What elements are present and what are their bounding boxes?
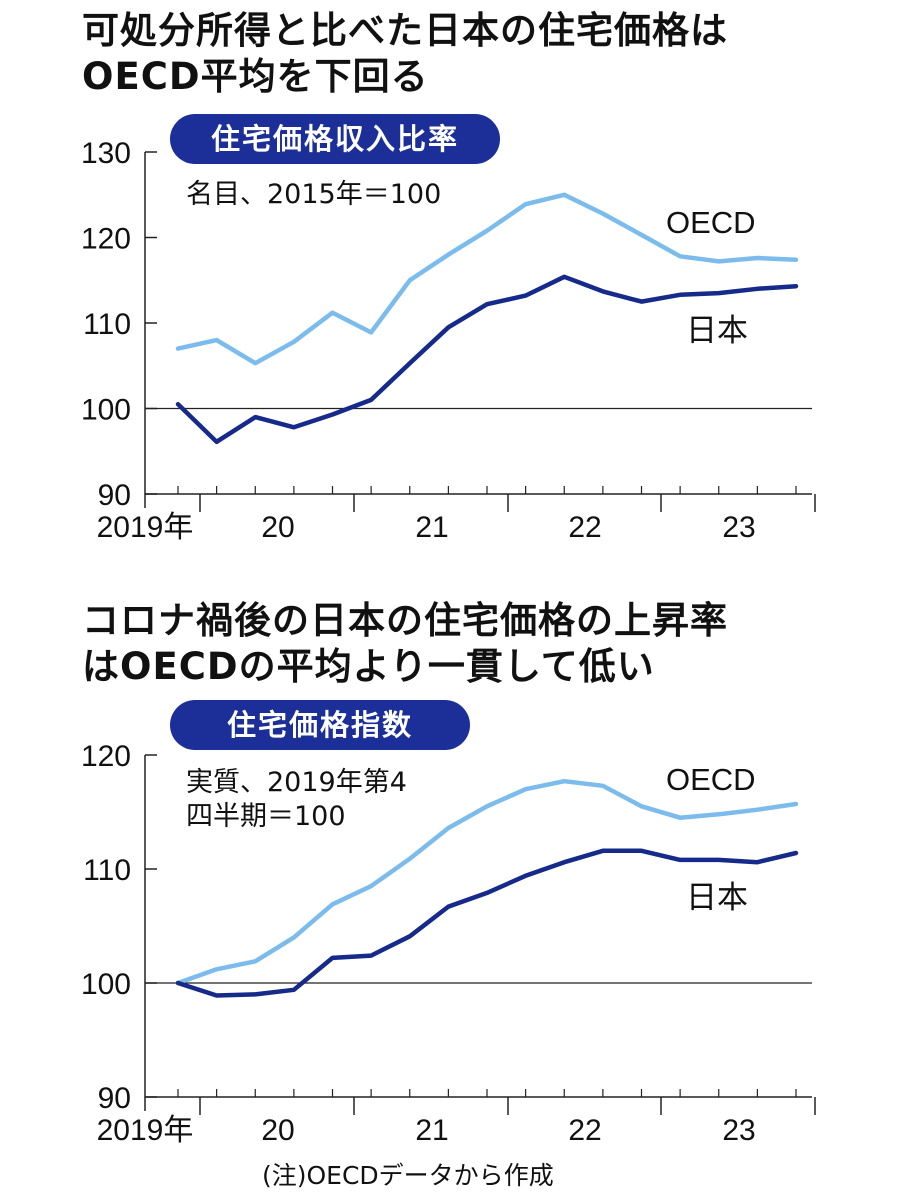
x-tick-label: 21 bbox=[415, 1114, 448, 1147]
x-tick-label: 22 bbox=[568, 1114, 601, 1147]
y-tick-label: 110 bbox=[83, 308, 131, 341]
y-tick-label: 100 bbox=[81, 968, 131, 1001]
y-tick-label: 100 bbox=[81, 394, 131, 427]
series-label-oecd: OECD bbox=[666, 205, 756, 240]
x-tick-label: 23 bbox=[722, 511, 755, 544]
x-tick-label: 23 bbox=[722, 1114, 755, 1147]
chart1-unit-note: 名目、2015年＝100 bbox=[186, 179, 442, 210]
source-footnote: (注)OECDデータから作成 bbox=[262, 1161, 554, 1190]
series-line-japan bbox=[175, 274, 799, 445]
x-tick-label: 20 bbox=[261, 1114, 294, 1147]
chart1-subtitle-badge: 住宅価格収入比率 bbox=[170, 114, 500, 164]
x-tick-label: 21 bbox=[415, 511, 448, 544]
series-label-japan: 日本 bbox=[686, 313, 748, 348]
series-line-oecd bbox=[175, 192, 799, 366]
title-line: コロナ禍後の日本の住宅価格の上昇率 bbox=[82, 599, 728, 642]
x-tick-label: 22 bbox=[568, 511, 601, 544]
y-tick-label: 90 bbox=[98, 479, 131, 512]
series-label-japan: 日本 bbox=[686, 880, 748, 915]
title-line: 可処分所得と比べた日本の住宅価格は bbox=[82, 9, 728, 52]
chart2-unit-note: 実質、2019年第4 四半期＝100 bbox=[186, 767, 407, 832]
y-tick-label: 120 bbox=[81, 740, 131, 773]
series-line-oecd bbox=[175, 778, 799, 986]
y-tick-label: 90 bbox=[98, 1082, 131, 1115]
y-tick-label: 130 bbox=[81, 137, 131, 170]
series-line-japan bbox=[175, 848, 799, 998]
y-tick-label: 110 bbox=[83, 854, 131, 887]
chart1-title: 可処分所得と比べた日本の住宅価格は OECD平均を下回る bbox=[82, 8, 728, 100]
title-line: OECD平均を下回る bbox=[82, 55, 429, 98]
chart2-subtitle-badge: 住宅価格指数 bbox=[170, 700, 470, 750]
title-line: はOECDの平均より一貫して低い bbox=[82, 645, 655, 688]
y-tick-label: 120 bbox=[81, 223, 131, 256]
x-tick-label: 2019年 bbox=[97, 511, 194, 544]
x-tick-label: 2019年 bbox=[97, 1114, 194, 1147]
chart2-title: コロナ禍後の日本の住宅価格の上昇率 はOECDの平均より一貫して低い bbox=[82, 598, 728, 690]
x-tick-label: 20 bbox=[261, 511, 294, 544]
series-label-oecd: OECD bbox=[666, 762, 756, 797]
